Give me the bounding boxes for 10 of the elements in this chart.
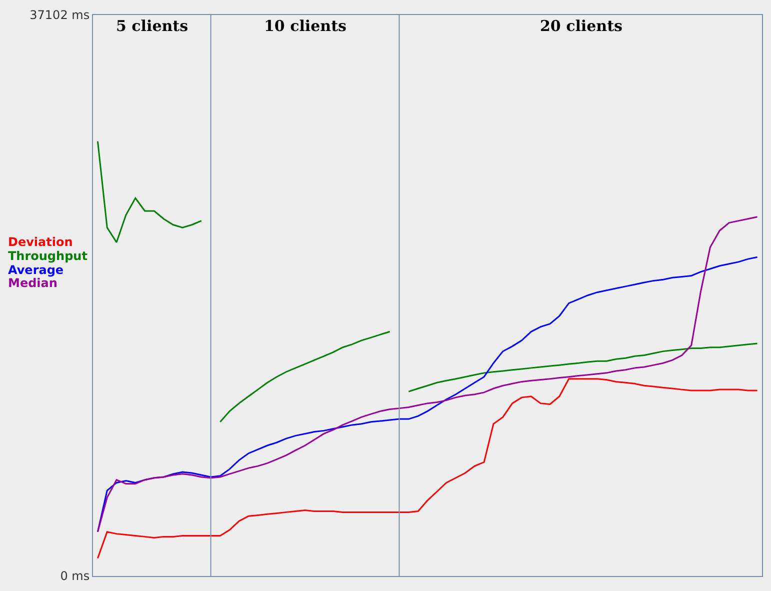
text: Deviation: [8, 235, 73, 249]
annotation: 10 clients: [264, 17, 346, 35]
line-series: [96, 378, 758, 560]
y-tick-label: 0 ms: [60, 569, 90, 584]
annotation: 5 clients: [116, 17, 188, 35]
text: Median: [8, 276, 58, 290]
y-tick-label: 37102 ms: [30, 8, 90, 22]
text: Average: [8, 263, 64, 277]
text: Throughput: [8, 249, 88, 263]
annotation: 20 clients: [540, 17, 622, 35]
